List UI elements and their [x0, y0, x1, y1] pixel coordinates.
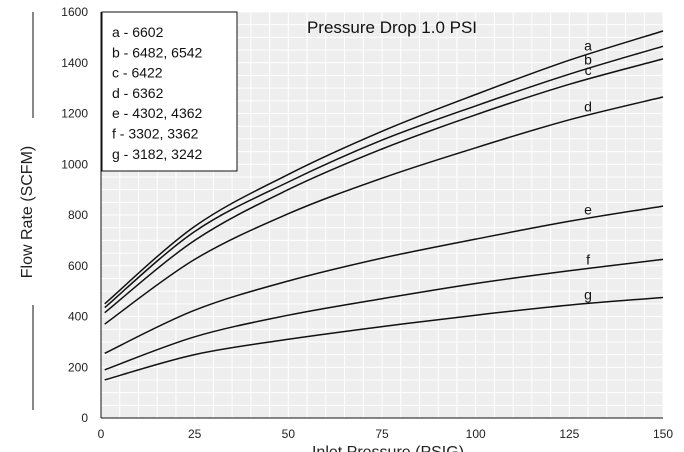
series-label-e: e — [584, 201, 592, 217]
legend-entry-a: a - 6602 — [112, 24, 164, 40]
legend-box — [101, 11, 238, 172]
x-tick-label: 100 — [466, 427, 486, 441]
x-tick-label: 75 — [375, 427, 389, 441]
y-axis-title: Flow Rate (SCFM) — [19, 146, 36, 278]
series-line-d — [104, 96, 664, 325]
chart-title: Pressure Drop 1.0 PSI — [307, 18, 477, 37]
legend-entry-e: e - 4302, 4362 — [112, 105, 203, 121]
series-line-b — [104, 45, 664, 309]
y-tick-label: 400 — [68, 310, 88, 324]
series-label-d: d — [584, 98, 592, 114]
series-label-b: b — [584, 52, 592, 68]
x-tick-label: 125 — [559, 427, 579, 441]
series-line-e — [104, 205, 664, 354]
y-tick-label: 800 — [68, 208, 88, 222]
x-tick-label: 50 — [282, 427, 296, 441]
legend-entry-b: b - 6482, 6542 — [112, 44, 203, 60]
y-tick-label: 1200 — [61, 107, 88, 121]
series-label-c: c — [585, 62, 592, 78]
series-label-f: f — [586, 252, 590, 268]
x-tick-label: 0 — [98, 427, 105, 441]
y-tick-label: 200 — [68, 360, 88, 374]
y-tick-label: 600 — [68, 259, 88, 273]
x-axis-title: Inlet Pressure (PSIG) — [312, 444, 464, 452]
y-axis-title-group: Flow Rate (SCFM) — [19, 12, 36, 410]
series-label-g: g — [584, 287, 592, 303]
series-curves — [104, 30, 664, 381]
legend: a - 6602 b - 6482, 6542 c - 6422 d - 6362 e … — [101, 11, 238, 172]
x-tick-label: 150 — [653, 427, 673, 441]
axes — [100, 12, 663, 419]
series-line-a — [104, 30, 664, 305]
y-tick-label: 1000 — [61, 157, 88, 171]
y-tick-label: 1600 — [61, 5, 88, 19]
legend-entry-f: f - 3302, 3362 — [112, 126, 199, 142]
series-label-a: a — [584, 37, 592, 53]
series-line-g — [104, 296, 664, 381]
series-labels: abc d e f g — [584, 37, 592, 302]
y-tick-label: 0 — [81, 411, 88, 425]
legend-entry-c: c - 6422 — [112, 65, 163, 81]
series-line-f — [104, 258, 664, 371]
y-tick-label: 1400 — [61, 56, 88, 70]
legend-entry-g: g - 3182, 3242 — [112, 146, 203, 162]
x-tick-label: 25 — [188, 427, 202, 441]
tick-labels: 0 25 50 75 100 125 150 0 200 400 600 800 1000 1200 140… — [61, 5, 673, 441]
legend-entry-d: d - 6362 — [112, 85, 164, 101]
series-line-c — [104, 58, 664, 314]
